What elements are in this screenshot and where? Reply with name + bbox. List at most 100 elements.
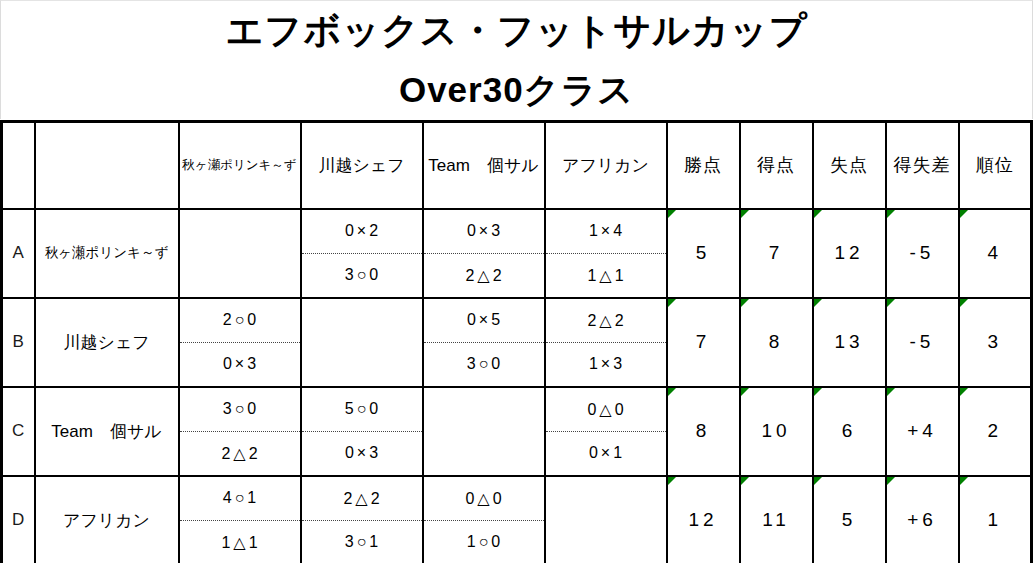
- row-letter: B: [2, 298, 35, 387]
- team-name: Team 個サル: [35, 387, 179, 476]
- goals-for-value: 8: [769, 331, 784, 352]
- self-match-cell: [301, 298, 423, 387]
- row-letter: C: [2, 387, 35, 476]
- tournament-results-page: エフボックス・フットサルカップ Over30クラス 秋ヶ瀬ポリンキ～ず 川越シェ…: [0, 0, 1033, 563]
- goals-against-cell: 6: [813, 387, 886, 476]
- goals-for-value: 11: [762, 509, 790, 530]
- match-result-top: 2○0: [180, 299, 300, 342]
- goals-against-value: 12: [834, 242, 863, 263]
- match-result-top: 2△2: [546, 299, 666, 342]
- cell-flag-triangle-icon: [668, 210, 676, 218]
- match-result-top: 4○1: [180, 477, 300, 520]
- corner-empty-cell: [2, 122, 35, 209]
- cell-flag-triangle-icon: [960, 388, 968, 396]
- match-result-top: 0×5: [424, 299, 544, 342]
- self-match-cell: [545, 476, 667, 563]
- match-cell: 5○0 0×3: [301, 387, 423, 476]
- cell-flag-triangle-icon: [741, 388, 749, 396]
- match-result-bottom: 2△2: [180, 431, 300, 475]
- goals-against-value: 6: [842, 420, 857, 441]
- header-row: 秋ヶ瀬ポリンキ～ず 川越シェフ Team 個サル アフリカン 勝点 得点 失点 …: [2, 122, 1032, 209]
- cell-flag-triangle-icon: [960, 210, 968, 218]
- match-cell: 0△0 0×1: [545, 387, 667, 476]
- tournament-title-box: エフボックス・フットサルカップ: [0, 0, 1033, 62]
- cell-flag-triangle-icon: [668, 477, 676, 485]
- cell-flag-triangle-icon: [960, 299, 968, 307]
- match-cell: 0△0 1○0: [423, 476, 545, 563]
- tournament-title: エフボックス・フットサルカップ: [225, 6, 807, 56]
- row-letter: A: [2, 209, 35, 298]
- goals-for-cell: 11: [740, 476, 813, 563]
- points-cell: 8: [667, 387, 740, 476]
- cell-flag-triangle-icon: [741, 477, 749, 485]
- cell-flag-triangle-icon: [814, 477, 822, 485]
- match-result-top: 5○0: [302, 388, 422, 431]
- team-name: アフリカン: [35, 476, 179, 563]
- cell-flag-triangle-icon: [668, 388, 676, 396]
- rank-cell: 1: [959, 476, 1032, 563]
- match-cell: 1×4 1△1: [545, 209, 667, 298]
- team-name-empty-cell: [35, 122, 179, 209]
- match-cell: 2△2 3○1: [301, 476, 423, 563]
- goals-for-header: 得点: [740, 122, 813, 209]
- match-result-bottom: 0×1: [546, 431, 666, 475]
- match-result-bottom: 3○0: [302, 253, 422, 297]
- goal-diff-value: +6: [907, 509, 937, 530]
- round-robin-table: 秋ヶ瀬ポリンキ～ず 川越シェフ Team 個サル アフリカン 勝点 得点 失点 …: [0, 120, 1033, 563]
- match-result-bottom: 1×3: [546, 342, 666, 386]
- goals-for-cell: 7: [740, 209, 813, 298]
- class-subtitle: Over30クラス: [399, 67, 634, 114]
- match-result-bottom: 2△2: [424, 253, 544, 297]
- team-name: 秋ヶ瀬ポリンキ～ず: [35, 209, 179, 298]
- match-result-top: 3○0: [180, 388, 300, 431]
- match-cell: 0×5 3○0: [423, 298, 545, 387]
- cell-flag-triangle-icon: [814, 388, 822, 396]
- match-cell: 4○1 1△1: [179, 476, 301, 563]
- goals-against-value: 13: [834, 331, 863, 352]
- cell-flag-triangle-icon: [814, 299, 822, 307]
- goal-diff-value: -5: [910, 331, 935, 352]
- points-value: 5: [696, 242, 711, 263]
- table-row-d: D アフリカン 4○1 1△1 2△2 3○1 0△0 1○0: [2, 476, 1032, 563]
- cell-flag-triangle-icon: [887, 299, 895, 307]
- table-row-b: B 川越シェフ 2○0 0×3 0×5 3○0 2△2 1×3: [2, 298, 1032, 387]
- cell-flag-triangle-icon: [887, 477, 895, 485]
- match-result-bottom: 0×3: [302, 431, 422, 475]
- match-result-top: 0×2: [302, 210, 422, 253]
- goal-diff-cell: -5: [886, 209, 959, 298]
- goals-against-value: 5: [842, 509, 857, 530]
- points-value: 7: [696, 331, 711, 352]
- goal-diff-value: +4: [907, 420, 937, 441]
- goals-for-value: 7: [769, 242, 784, 263]
- goal-diff-header: 得失差: [886, 122, 959, 209]
- match-result-top: 0△0: [424, 477, 544, 520]
- cell-flag-triangle-icon: [814, 210, 822, 218]
- goals-for-cell: 8: [740, 298, 813, 387]
- goal-diff-value: -5: [910, 242, 935, 263]
- match-result-top: 2△2: [302, 477, 422, 520]
- opponent-header-akigase: 秋ヶ瀬ポリンキ～ず: [179, 122, 301, 209]
- opponent-header-african: アフリカン: [545, 122, 667, 209]
- match-result-top: 0△0: [546, 388, 666, 431]
- cell-flag-triangle-icon: [887, 210, 895, 218]
- goals-against-cell: 5: [813, 476, 886, 563]
- goal-diff-cell: -5: [886, 298, 959, 387]
- match-cell: 0×3 2△2: [423, 209, 545, 298]
- points-cell: 7: [667, 298, 740, 387]
- cell-flag-triangle-icon: [887, 388, 895, 396]
- match-result-top: 1×4: [546, 210, 666, 253]
- table-row-c: C Team 個サル 3○0 2△2 5○0 0×3 0△0 0×1: [2, 387, 1032, 476]
- match-cell: 2○0 0×3: [179, 298, 301, 387]
- points-cell: 12: [667, 476, 740, 563]
- table-row-a: A 秋ヶ瀬ポリンキ～ず 0×2 3○0 0×3 2△2 1×4 1△1: [2, 209, 1032, 298]
- opponent-header-team-kosaru: Team 個サル: [423, 122, 545, 209]
- self-match-cell: [423, 387, 545, 476]
- class-subtitle-box: Over30クラス: [0, 61, 1033, 119]
- points-cell: 5: [667, 209, 740, 298]
- match-result-bottom: 3○1: [302, 520, 422, 563]
- row-letter: D: [2, 476, 35, 563]
- rank-value: 2: [987, 420, 1002, 441]
- cell-flag-triangle-icon: [960, 477, 968, 485]
- rank-value: 1: [987, 509, 1002, 530]
- goals-for-cell: 10: [740, 387, 813, 476]
